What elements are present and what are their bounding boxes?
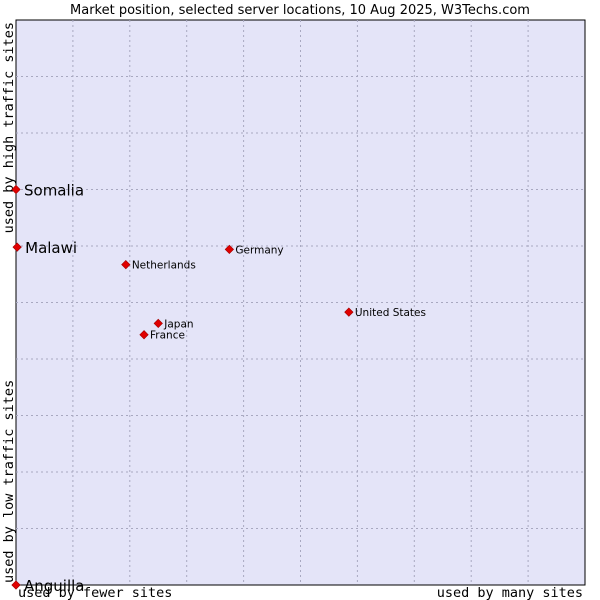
- data-points: Somalia Malawi Germany Netherlands United St…: [11, 182, 426, 595]
- point-marker-netherlands: [121, 260, 131, 270]
- point-label-germany: Germany: [235, 244, 283, 256]
- point-label-united-states: United States: [355, 307, 426, 319]
- point-marker-france: [139, 330, 149, 340]
- point-label-netherlands: Netherlands: [132, 260, 196, 272]
- point-label-somalia: Somalia: [24, 182, 84, 200]
- point-marker-germany: [224, 244, 234, 255]
- grid-lines: [16, 20, 585, 585]
- point-label-malawi: Malawi: [25, 239, 77, 257]
- point-label-japan: Japan: [163, 318, 193, 330]
- y-axis-label-top: used by high traffic sites: [1, 22, 17, 233]
- point-marker-united-states: [344, 307, 354, 317]
- x-axis-label-left: used by fewer sites: [18, 585, 172, 600]
- point-marker-somalia: [11, 184, 21, 195]
- point-marker-malawi: [12, 242, 22, 252]
- point-marker-anguilla: [11, 580, 21, 590]
- point-label-france: France: [150, 330, 185, 342]
- y-axis-label-bottom: used by low traffic sites: [1, 380, 17, 583]
- x-axis-label-right: used by many sites: [437, 585, 583, 600]
- point-label-anguilla: Anguilla: [24, 577, 85, 595]
- point-marker-japan: [153, 318, 163, 329]
- chart-title: Market position, selected server locatio…: [70, 3, 530, 18]
